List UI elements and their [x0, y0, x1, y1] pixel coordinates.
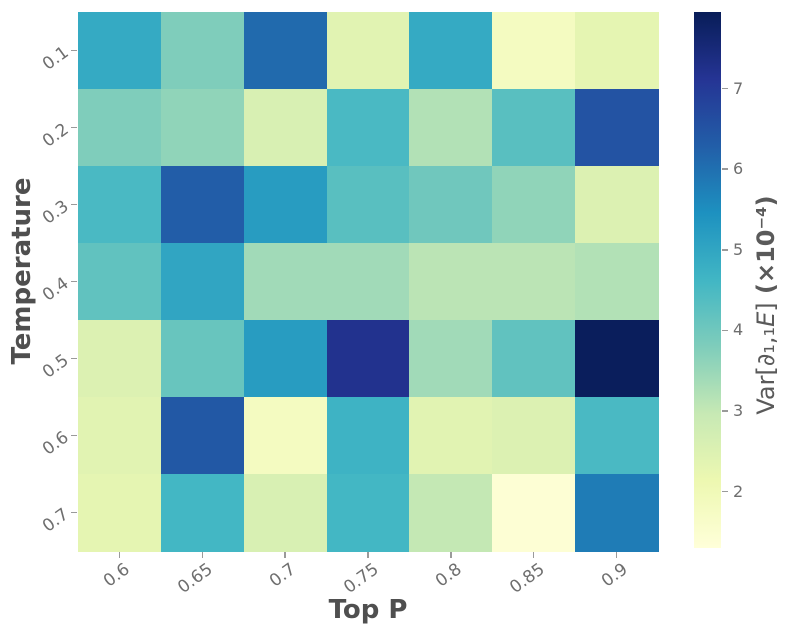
y-tick-mark — [71, 203, 77, 206]
heatmap-cell — [575, 89, 659, 167]
y-tick-label: 0.2 — [38, 119, 73, 152]
x-tick-mark — [118, 552, 121, 558]
x-tick-mark — [284, 552, 286, 558]
x-tick-mark — [201, 552, 204, 558]
heatmap-cell — [409, 397, 493, 475]
heatmap-cell — [409, 474, 493, 552]
x-tick-mark — [367, 552, 369, 558]
y-tick-mark — [71, 434, 77, 437]
colorbar-tick-mark — [722, 490, 728, 493]
heatmap-cell — [575, 474, 659, 552]
heatmap-cell — [492, 12, 576, 90]
colorbar-label-bracket: ] — [752, 302, 780, 312]
colorbar-tick-label: 3 — [733, 400, 744, 420]
colorbar-tick-label: 7 — [733, 78, 744, 98]
y-tick-label: 0.7 — [38, 504, 73, 537]
heatmap-cell — [160, 89, 245, 167]
y-tick-mark — [71, 511, 77, 514]
heatmap-cell — [326, 320, 411, 398]
x-tick-label: 0.85 — [505, 559, 549, 598]
heatmap-cell — [243, 12, 328, 90]
y-tick-label: 0.5 — [38, 350, 73, 383]
heatmap-cell — [326, 474, 411, 552]
heatmap-plot — [78, 12, 659, 552]
y-axis-title: Temperature — [7, 177, 37, 365]
heatmap-cell — [326, 89, 411, 167]
x-axis-title: Top P — [328, 595, 408, 625]
heatmap-cell — [492, 397, 576, 475]
heatmap-cell — [575, 320, 659, 398]
y-tick-mark — [71, 49, 77, 52]
heatmap-cell — [243, 89, 328, 167]
heatmap-cell — [160, 474, 245, 552]
heatmap-cell — [409, 243, 493, 321]
heatmap-cell — [326, 166, 411, 244]
heatmap-cell — [160, 243, 245, 321]
heatmap-cell — [409, 89, 493, 167]
x-tick-label: 0.8 — [431, 559, 466, 592]
x-tick-label: 0.7 — [266, 559, 300, 592]
x-tick-label: 0.75 — [340, 559, 383, 598]
heatmap-cell — [409, 320, 493, 398]
heatmap-cell — [575, 166, 659, 244]
y-tick-mark — [71, 126, 77, 129]
x-tick-label: 0.9 — [597, 559, 632, 592]
heatmap-cell — [575, 243, 659, 321]
heatmap-cell — [78, 243, 162, 321]
heatmap-cell — [160, 320, 245, 398]
heatmap-cell — [243, 166, 328, 244]
heatmap-cell — [160, 12, 245, 90]
colorbar-tick-mark — [722, 168, 728, 170]
y-tick-label: 0.1 — [38, 42, 73, 75]
y-tick-label: 0.3 — [38, 196, 73, 229]
x-tick-label: 0.6 — [100, 559, 135, 592]
x-tick-label: 0.65 — [174, 559, 217, 598]
colorbar-tick-mark — [722, 329, 728, 332]
heatmap-cell — [78, 397, 162, 475]
x-tick-mark — [532, 552, 535, 558]
heatmap-cell — [78, 474, 162, 552]
colorbar-tick-mark — [722, 249, 728, 251]
heatmap-cell — [78, 320, 162, 398]
y-tick-label: 0.6 — [38, 427, 73, 460]
colorbar-tick-mark — [722, 410, 728, 412]
heatmap-cell — [160, 397, 245, 475]
colorbar-tick-label: 2 — [733, 481, 744, 501]
colorbar-label-prefix: Var[∂₁,₁ — [752, 326, 780, 415]
colorbar-tick-label: 6 — [733, 159, 744, 179]
heatmap-cell — [492, 243, 576, 321]
heatmap-cell — [243, 474, 328, 552]
heatmap-cell — [492, 320, 576, 398]
heatmap-cell — [492, 166, 576, 244]
heatmap-cell — [243, 243, 328, 321]
colorbar-label-units: (×10⁻⁴) — [752, 195, 780, 303]
heatmap-cell — [243, 397, 328, 475]
x-tick-mark — [615, 552, 618, 558]
x-tick-mark — [450, 552, 452, 558]
heatmap-cell — [160, 166, 245, 244]
heatmap-cell — [78, 166, 162, 244]
colorbar-label: Var[∂₁,₁E] (×10⁻⁴) — [752, 195, 780, 415]
heatmap-cell — [326, 397, 411, 475]
y-tick-mark — [71, 280, 77, 283]
colorbar-tick-mark — [722, 87, 728, 90]
heatmap-cell — [409, 166, 493, 244]
heatmap-cell — [492, 89, 576, 167]
colorbar-tick-label: 4 — [733, 320, 744, 340]
colorbar-tick-label: 5 — [733, 239, 744, 259]
heatmap-cell — [575, 397, 659, 475]
heatmap-cell — [326, 12, 411, 90]
heatmap-cell — [243, 320, 328, 398]
heatmap-cell — [78, 12, 162, 90]
heatmap-cell — [78, 89, 162, 167]
colorbar-label-E: E — [752, 311, 780, 327]
heatmap-cell — [492, 474, 576, 552]
colorbar-gradient — [694, 12, 721, 548]
heatmap-cell — [409, 12, 493, 90]
heatmap-cell — [326, 243, 411, 321]
y-tick-label: 0.4 — [38, 273, 73, 306]
y-tick-mark — [71, 357, 77, 360]
heatmap-cell — [575, 12, 659, 90]
